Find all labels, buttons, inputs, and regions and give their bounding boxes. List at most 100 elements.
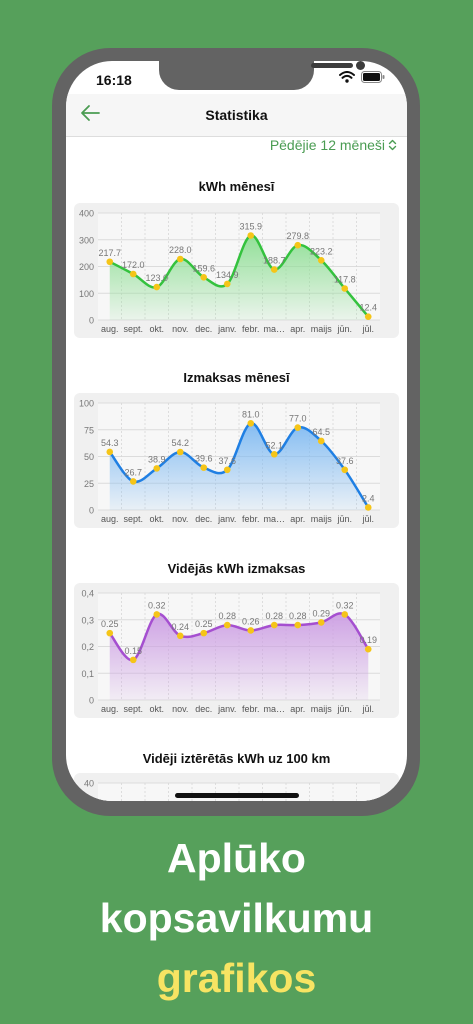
data-point	[106, 629, 114, 637]
x-tick-label: aug.	[101, 324, 119, 334]
data-point	[317, 437, 325, 445]
headline-line1: Aplūko	[167, 835, 306, 881]
back-arrow-icon[interactable]	[80, 104, 100, 122]
data-point	[317, 256, 325, 264]
x-tick-label: ma…	[263, 324, 285, 334]
x-tick-label: jūn.	[336, 324, 352, 334]
headline-line2: kopsavilkumu	[99, 895, 374, 941]
data-point	[129, 656, 137, 664]
chevron-up-down-icon	[388, 139, 397, 151]
notch	[159, 61, 365, 90]
data-label: 0.25	[195, 619, 213, 629]
y-tick-label: 300	[79, 235, 94, 245]
y-tick-label: 0	[89, 316, 94, 326]
period-selector[interactable]: Pēdējie 12 mēneši	[270, 137, 397, 153]
data-point	[129, 270, 137, 278]
data-point	[270, 621, 278, 629]
chart-avg-cost-title: Vidējās kWh izmaksas	[167, 561, 306, 576]
data-point	[153, 283, 161, 291]
y-tick-label: 100	[79, 289, 94, 299]
data-point	[200, 464, 208, 471]
x-tick-label: apr.	[290, 514, 305, 524]
y-tick-label: 50	[84, 452, 94, 462]
data-point	[270, 450, 278, 458]
series-area	[109, 235, 369, 320]
data-label: 228.0	[169, 245, 192, 255]
data-label: 54.2	[171, 438, 189, 448]
page-title: Statistika	[205, 107, 268, 123]
x-tick-label: apr.	[290, 324, 305, 334]
chart-avg-cost: 0 0,1 0,2 0,3 0,4 0.25 0.15 0.32 0.24 0.25 0.28 0.2…	[74, 583, 399, 718]
x-tick-label: dec.	[195, 704, 212, 714]
data-label: 0.32	[148, 600, 166, 610]
data-point	[176, 632, 184, 640]
data-point	[270, 266, 278, 273]
app-screen: 16:18 Statistika Pēdējie 12 mēneši kWh m…	[66, 61, 407, 801]
data-point	[341, 285, 349, 292]
data-point	[294, 424, 302, 431]
chart-cost: 0 25 50 75 100 54.3 26.7 38.9 54.2 39.6 37.6 81.0 52…	[74, 393, 399, 528]
data-point	[317, 619, 325, 626]
data-point	[223, 280, 231, 288]
x-tick-label: jūl.	[361, 704, 374, 714]
data-point	[129, 478, 137, 485]
data-label: 52.1	[265, 440, 283, 450]
data-point	[153, 611, 161, 618]
chart-kwh-title: kWh mēnesī	[198, 179, 275, 194]
data-label: 117.8	[334, 274, 356, 284]
x-tick-label: maijs	[311, 324, 333, 334]
data-point	[200, 629, 208, 637]
y-tick-label: 75	[84, 425, 94, 435]
wifi-icon	[339, 71, 355, 83]
x-tick-label: okt.	[149, 704, 164, 714]
status-time: 16:18	[96, 72, 132, 88]
data-point	[247, 232, 255, 239]
data-point	[364, 504, 372, 511]
x-tick-label: jūl.	[361, 514, 374, 524]
data-point	[247, 627, 255, 634]
data-label: 0.32	[336, 600, 354, 610]
x-tick-label: dec.	[195, 324, 212, 334]
data-point	[247, 420, 255, 427]
data-label: 54.3	[101, 438, 119, 448]
y-tick-label: 25	[84, 479, 94, 489]
battery-icon	[361, 71, 385, 83]
data-label: 26.7	[124, 467, 142, 477]
x-tick-label: febr.	[242, 324, 260, 334]
data-point	[223, 466, 231, 474]
data-label: 38.9	[148, 454, 166, 464]
data-label: 0.29	[312, 608, 330, 618]
x-tick-label: aug.	[101, 704, 119, 714]
data-point	[106, 258, 114, 266]
y-tick-label: 0,3	[81, 615, 94, 625]
chart-cost-title: Izmaksas mēnesī	[183, 370, 290, 385]
data-label: 64.5	[312, 427, 330, 437]
x-tick-label: aug.	[101, 514, 119, 524]
data-label: 77.0	[289, 414, 307, 424]
series-area	[109, 613, 369, 700]
x-tick-label: sept.	[123, 514, 143, 524]
x-tick-label: maijs	[311, 704, 333, 714]
data-point	[106, 448, 114, 456]
x-tick-label: ma…	[263, 704, 285, 714]
data-label: 172.0	[122, 260, 145, 270]
y-tick-label: 100	[79, 399, 94, 409]
x-tick-label: jūn.	[336, 514, 352, 524]
data-point	[200, 274, 208, 281]
x-tick-label: janv.	[217, 324, 236, 334]
x-tick-label: jūl.	[361, 324, 374, 334]
y-tick-label: 0	[89, 696, 94, 706]
data-point	[294, 241, 302, 249]
data-point	[364, 313, 372, 320]
data-label: 0.26	[242, 616, 260, 626]
period-selector-label: Pēdējie 12 mēneši	[269, 137, 385, 153]
speaker	[311, 63, 353, 68]
data-point	[364, 645, 372, 653]
data-point	[341, 466, 349, 474]
x-tick-label: sept.	[123, 324, 143, 334]
data-label: 0.15	[124, 646, 142, 656]
data-label: 37.6	[336, 456, 354, 466]
data-label: 217.7	[98, 248, 121, 258]
data-label: 2.4	[362, 493, 375, 503]
